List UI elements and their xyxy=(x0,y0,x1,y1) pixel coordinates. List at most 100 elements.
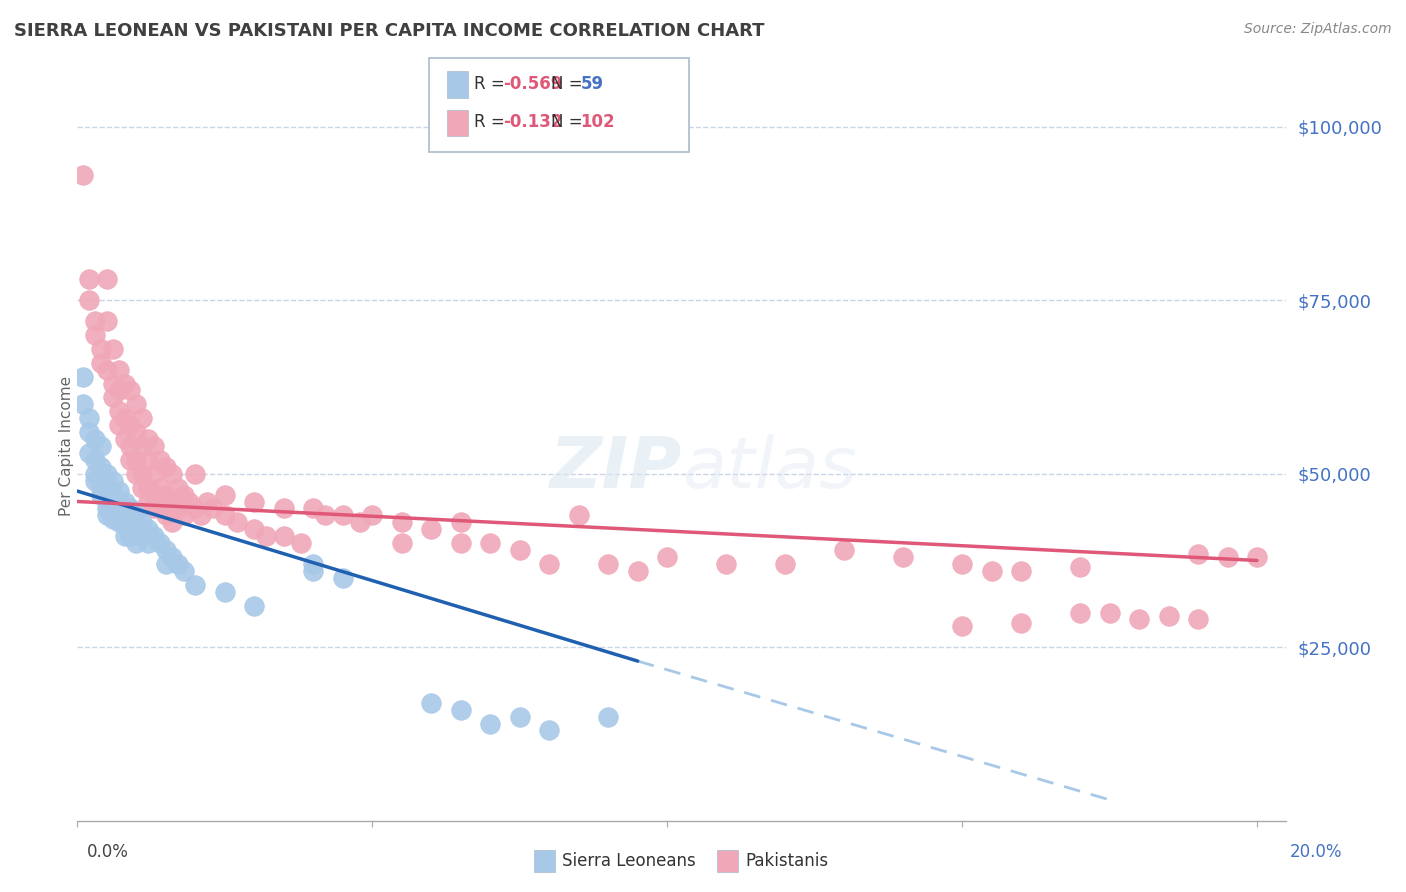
Point xyxy=(290,536,312,550)
Point xyxy=(84,328,107,343)
Point xyxy=(173,508,195,523)
Point xyxy=(84,474,107,488)
Point xyxy=(143,529,166,543)
Point xyxy=(420,522,443,536)
Point xyxy=(1098,606,1121,620)
Point xyxy=(361,508,384,523)
Point xyxy=(773,557,796,571)
Point xyxy=(96,491,118,505)
Point xyxy=(1128,612,1150,626)
Point xyxy=(90,481,112,495)
Point xyxy=(509,543,531,558)
Point xyxy=(90,356,112,370)
Point xyxy=(96,481,118,495)
Text: -0.132: -0.132 xyxy=(503,113,562,131)
Text: N =: N = xyxy=(551,113,588,131)
Text: Pakistanis: Pakistanis xyxy=(745,852,828,871)
Point xyxy=(96,467,118,481)
Point xyxy=(420,696,443,710)
Point xyxy=(143,487,166,501)
Point xyxy=(184,467,207,481)
Point xyxy=(1216,549,1239,564)
Point xyxy=(538,723,561,738)
Point xyxy=(254,529,277,543)
Y-axis label: Per Capita Income: Per Capita Income xyxy=(59,376,73,516)
Point xyxy=(114,529,136,543)
Point xyxy=(120,501,142,516)
Point xyxy=(627,564,650,578)
Point xyxy=(96,314,118,328)
Point xyxy=(107,418,129,433)
Point xyxy=(125,522,148,536)
Point xyxy=(166,557,188,571)
Point xyxy=(72,369,94,384)
Point xyxy=(538,557,561,571)
Point xyxy=(101,391,124,405)
Point xyxy=(160,516,183,530)
Point xyxy=(136,522,159,536)
Point xyxy=(349,516,371,530)
Point xyxy=(101,376,124,391)
Point xyxy=(131,467,153,481)
Text: ZIP: ZIP xyxy=(550,434,682,503)
Point xyxy=(114,411,136,425)
Point xyxy=(107,516,129,530)
Point xyxy=(1069,560,1091,574)
Point xyxy=(101,501,124,516)
Point xyxy=(160,467,183,481)
Point xyxy=(143,439,166,453)
Point xyxy=(84,314,107,328)
Text: 59: 59 xyxy=(581,75,603,93)
Point xyxy=(120,384,142,398)
Point xyxy=(149,481,172,495)
Text: 102: 102 xyxy=(581,113,616,131)
Point xyxy=(980,564,1002,578)
Point xyxy=(714,557,737,571)
Point xyxy=(479,536,502,550)
Point xyxy=(450,516,472,530)
Point xyxy=(1246,549,1268,564)
Point xyxy=(243,599,266,613)
Point xyxy=(84,453,107,467)
Point xyxy=(155,557,177,571)
Point xyxy=(190,508,212,523)
Point xyxy=(120,453,142,467)
Point xyxy=(136,432,159,446)
Point xyxy=(114,432,136,446)
Point xyxy=(173,564,195,578)
Point xyxy=(136,494,159,508)
Point xyxy=(131,439,153,453)
Text: Source: ZipAtlas.com: Source: ZipAtlas.com xyxy=(1244,22,1392,37)
Point xyxy=(314,508,336,523)
Point xyxy=(101,474,124,488)
Point xyxy=(1157,609,1180,624)
Point xyxy=(214,584,236,599)
Point xyxy=(114,494,136,508)
Text: SIERRA LEONEAN VS PAKISTANI PER CAPITA INCOME CORRELATION CHART: SIERRA LEONEAN VS PAKISTANI PER CAPITA I… xyxy=(14,22,765,40)
Point xyxy=(90,342,112,356)
Point xyxy=(72,397,94,411)
Point xyxy=(77,411,100,425)
Point xyxy=(160,549,183,564)
Point xyxy=(332,571,354,585)
Point xyxy=(598,709,620,723)
Point xyxy=(173,487,195,501)
Point xyxy=(1010,564,1032,578)
Point xyxy=(107,404,129,418)
Point xyxy=(107,384,129,398)
Point xyxy=(125,397,148,411)
Point xyxy=(149,501,172,516)
Point xyxy=(107,494,129,508)
Point xyxy=(155,508,177,523)
Point xyxy=(179,494,201,508)
Point xyxy=(84,467,107,481)
Point xyxy=(131,529,153,543)
Point xyxy=(225,516,247,530)
Point xyxy=(450,536,472,550)
Point xyxy=(155,459,177,474)
Point xyxy=(160,494,183,508)
Point xyxy=(166,501,188,516)
Point xyxy=(950,619,973,633)
Point xyxy=(568,508,591,523)
Point xyxy=(131,411,153,425)
